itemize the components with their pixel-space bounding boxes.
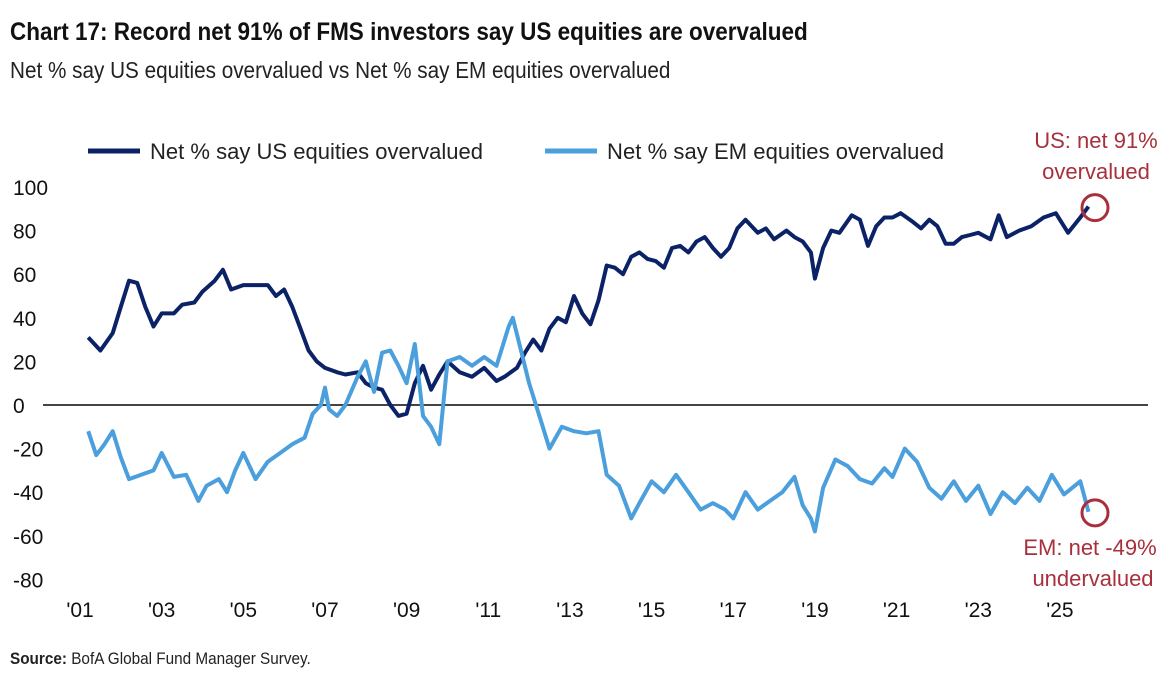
- x-tick-label: '15: [638, 599, 665, 622]
- x-tick-label: '01: [66, 599, 93, 622]
- x-tick-label: '21: [883, 599, 910, 622]
- y-tick-label: 0: [13, 395, 25, 418]
- legend-label: Net % say US equities overvalued: [150, 139, 483, 164]
- x-tick-label: '19: [801, 599, 828, 622]
- series-line-em: [86, 315, 1091, 534]
- chart-title: Chart 17: Record net 91% of FMS investor…: [10, 18, 808, 46]
- chart-subtitle: Net % say US equities overvalued vs Net …: [10, 57, 671, 83]
- y-tick-label: 40: [13, 308, 36, 331]
- source-label: Source:: [10, 649, 67, 668]
- x-tick-label: '17: [720, 599, 747, 622]
- x-tick-label: '09: [393, 599, 420, 622]
- chart-source: Source: BofA Global Fund Manager Survey.: [10, 649, 311, 669]
- source-text: BofA Global Fund Manager Survey.: [71, 649, 311, 668]
- annotation-em-line1: EM: net -49%: [1023, 535, 1156, 560]
- legend-label: Net % say EM equities overvalued: [607, 139, 944, 164]
- annotation-em-line2: undervalued: [1032, 566, 1153, 591]
- y-tick-label: 20: [13, 351, 36, 374]
- x-tick-label: '05: [230, 599, 257, 622]
- y-tick-label: -80: [13, 569, 43, 592]
- x-tick-label: '13: [556, 599, 583, 622]
- series-line-us: [86, 205, 1091, 418]
- annotation-us-line1: US: net 91%: [1034, 128, 1158, 153]
- y-tick-label: 80: [13, 221, 36, 244]
- annotation-circle-em: [1080, 498, 1110, 528]
- y-tick-label: -40: [13, 482, 43, 505]
- y-tick-label: -60: [13, 526, 43, 549]
- x-tick-label: '23: [965, 599, 992, 622]
- x-tick-label: '11: [475, 599, 501, 622]
- x-tick-label: '03: [148, 599, 175, 622]
- y-tick-label: 100: [13, 177, 48, 200]
- y-tick-label: -20: [13, 439, 43, 462]
- annotation-us-line2: overvalued: [1042, 159, 1150, 184]
- x-tick-label: '25: [1046, 599, 1073, 622]
- x-tick-label: '07: [311, 599, 338, 622]
- y-tick-label: 60: [13, 264, 36, 287]
- annotation-circle-us: [1080, 193, 1110, 223]
